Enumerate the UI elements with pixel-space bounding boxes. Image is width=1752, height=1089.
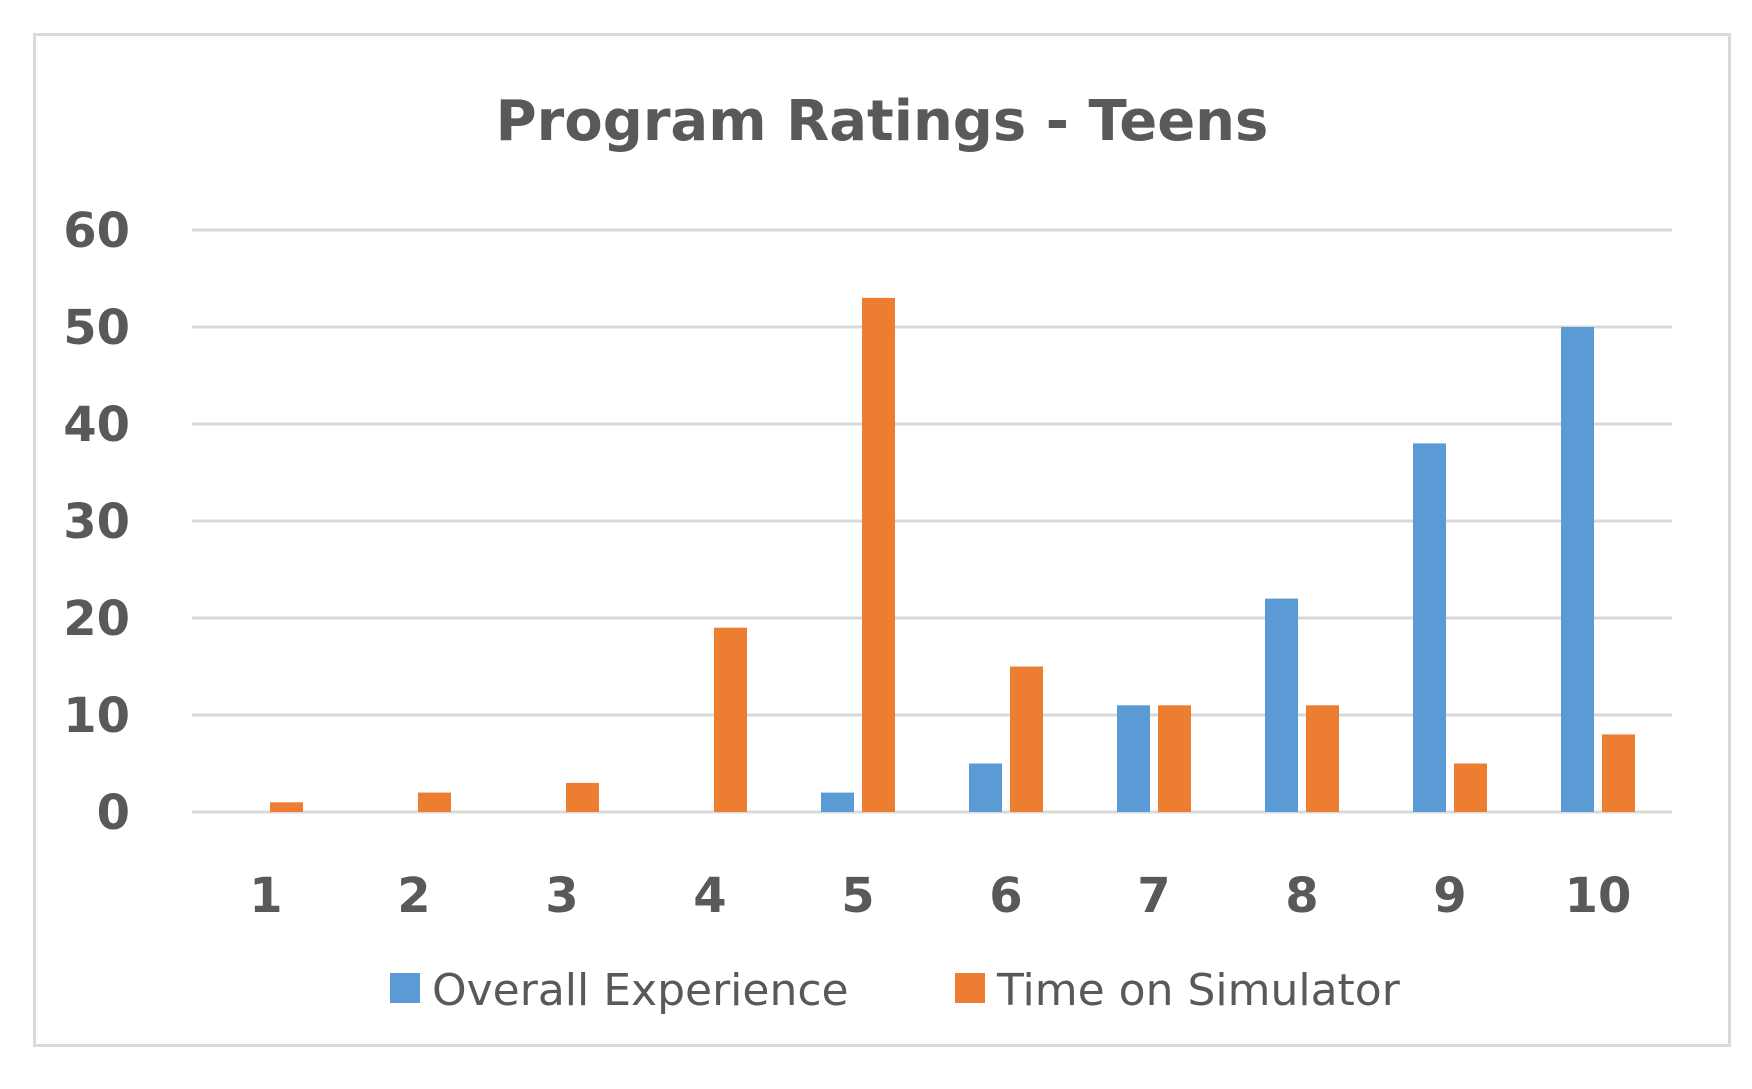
legend: Overall Experience Time on Simulator: [390, 965, 1401, 1016]
bar-time-on-simulator-9: [1454, 763, 1487, 812]
x-tick-label: 5: [841, 868, 874, 924]
bar-time-on-simulator-6: [1010, 666, 1043, 812]
y-tick-label: 60: [63, 203, 130, 259]
legend-label-time-on-simulator: Time on Simulator: [996, 965, 1401, 1016]
bar-time-on-simulator-4: [714, 627, 747, 812]
chart-title: Program Ratings - Teens: [496, 89, 1269, 154]
x-tick-label: 4: [693, 868, 726, 924]
bar-time-on-simulator-1: [270, 802, 303, 812]
legend-swatch-time-on-simulator: [955, 973, 985, 1003]
bar-overall-experience-8: [1265, 598, 1298, 812]
y-tick-label: 40: [63, 397, 130, 453]
bar-time-on-simulator-7: [1158, 705, 1191, 812]
x-tick-label: 8: [1285, 868, 1318, 924]
bar-overall-experience-9: [1413, 443, 1446, 812]
x-axis-ticks: 1 2 3 4 5 6 7 8 9 10: [249, 868, 1631, 924]
bar-time-on-simulator-3: [566, 782, 599, 812]
bar-overall-experience-10: [1561, 327, 1594, 812]
bar-overall-experience-6: [969, 763, 1002, 812]
x-tick-label: 7: [1137, 868, 1170, 924]
legend-swatch-overall-experience: [390, 973, 420, 1003]
x-tick-label: 9: [1433, 868, 1466, 924]
bar-time-on-simulator-8: [1306, 705, 1339, 812]
x-tick-label: 2: [397, 868, 430, 924]
bar-overall-experience-7: [1117, 705, 1150, 812]
y-tick-label: 10: [63, 688, 130, 744]
bar-time-on-simulator-10: [1602, 734, 1635, 812]
bar-time-on-simulator-2: [418, 792, 451, 812]
bar-time-on-simulator-5: [862, 297, 895, 812]
x-tick-label: 1: [249, 868, 282, 924]
x-tick-label: 10: [1565, 868, 1632, 924]
x-tick-label: 6: [989, 868, 1022, 924]
bars: [270, 297, 1635, 812]
x-tick-label: 3: [545, 868, 578, 924]
y-tick-label: 30: [63, 494, 130, 550]
y-axis-ticks: 0 10 20 30 40 50 60: [63, 203, 130, 841]
gridlines: [192, 228, 1672, 814]
y-tick-label: 50: [63, 300, 130, 356]
y-tick-label: 20: [63, 591, 130, 647]
bar-overall-experience-5: [821, 792, 854, 812]
y-tick-label: 0: [97, 785, 130, 841]
legend-label-overall-experience: Overall Experience: [432, 965, 849, 1016]
